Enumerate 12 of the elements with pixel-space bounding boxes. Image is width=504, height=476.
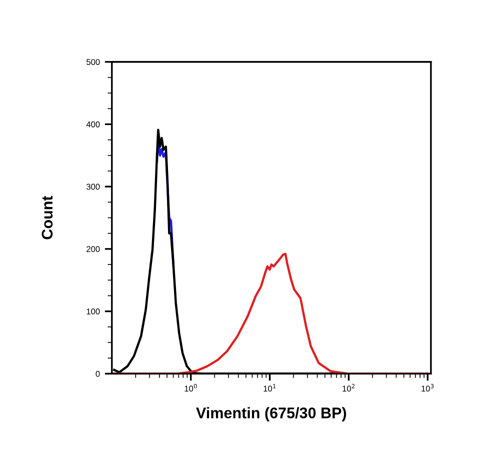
y-tick-label: 400 (86, 121, 100, 128)
x-tick-label: 10$^{1}$ (264, 384, 276, 392)
y-tick-label: 200 (86, 246, 100, 252)
y-axis-title: Count (42, 196, 53, 240)
x-tick-label: 10$^{0}$ (184, 384, 197, 392)
x-axis-title: Vimentin (675/30 BP) (196, 407, 346, 422)
x-tick-label: 10$^{2}$ (342, 384, 355, 392)
y-tick-label: 300 (86, 184, 100, 190)
y-tick-label: 100 (86, 308, 100, 314)
x-tick-label: 10$^{3}$ (422, 384, 434, 392)
y-tick-label: 0 (96, 370, 100, 377)
y-tick-label: 500 (86, 59, 100, 65)
